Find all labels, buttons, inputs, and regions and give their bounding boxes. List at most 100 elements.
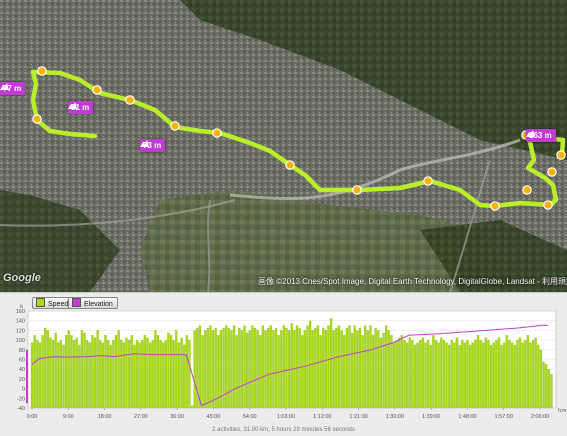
speed-bar [46,330,49,409]
speed-bar [256,330,259,409]
speed-bar [162,342,165,409]
km-marker [490,201,500,211]
x-tick-label: 45:00 [207,414,221,420]
speed-bar [440,337,443,409]
speed-bar [419,339,422,409]
speed-bar [537,344,540,409]
speed-bar [80,330,84,409]
km-marker [522,185,532,195]
chart-panel: Speed Elevation 160 140 120 100 80 60 40 20 0 -20… [0,292,567,436]
speed-bar [266,327,270,409]
speed-bar [461,339,464,409]
speed-bar [426,339,430,409]
mountain-icon [140,140,149,147]
speed-bar [437,342,440,409]
speed-bar [156,335,160,409]
speed-bar [83,332,86,409]
mountain-icon [526,130,535,137]
elevation-tag[interactable]: 81 m [68,101,94,114]
speed-bar [243,325,246,409]
speed-bar [253,327,257,409]
speed-bar [374,327,377,409]
x-tick-label: 54:00 [243,414,257,420]
map-imagery [0,0,567,292]
speed-bar [516,339,519,409]
x-tick-label: 1:21:00 [349,414,367,420]
x-tick-label: 0:00 [27,414,38,420]
speed-bar [93,337,97,409]
speed-bar [235,335,238,409]
speed-bar [190,405,194,409]
speed-bar [120,339,123,409]
elevation-tag-label: 163 m [529,131,552,140]
speed-bar [227,327,230,409]
speed-bar [329,318,333,409]
speed-bar [429,344,432,409]
km-marker [556,150,566,160]
speed-bar [180,337,183,409]
speed-bar [201,335,204,409]
speed-bar [526,335,529,409]
speed-bar [72,339,76,409]
satellite-map[interactable]: 77 m 81 m 73 m 163 m Google 画像 ©2013 Cne… [0,0,567,292]
speed-bar [487,339,490,409]
speed-bar [240,330,244,409]
x-tick-label: 1:57:00 [495,414,513,420]
speed-bar [112,339,115,409]
speed-bar [450,339,453,409]
speed-bar [503,342,506,409]
speed-bar [479,339,482,409]
speed-bar [345,327,348,409]
speed-bar [395,339,398,409]
km-marker [423,176,433,186]
elevation-tag[interactable]: 163 m [526,129,556,142]
speed-bar [508,339,511,409]
elevation-tag-label: 77 m [3,84,22,93]
speed-bar [151,339,154,409]
speed-bar [337,325,341,409]
speed-bar [117,330,120,409]
y-tick-label: -20 [17,396,25,402]
x-tick-label: 1:39:00 [422,414,440,420]
km-marker [125,95,135,105]
speed-toggle[interactable]: Speed [32,297,74,309]
km-marker [547,167,557,177]
speed-bar [109,344,112,409]
elevation-tag[interactable]: 77 m [0,82,26,95]
x-tick-label: 1:12:00 [313,414,331,420]
speed-bar [264,330,267,409]
speed-bar [403,339,406,409]
speed-bar [219,330,223,409]
speed-bar [225,325,228,409]
activity-summary: 2 activities, 31.00 km, 5 hours 29 minut… [212,427,355,433]
speed-bar [30,342,34,409]
map-copyright[interactable]: 画像 ©2013 Cnes/Spot Image, Digital Earth … [258,277,567,286]
speed-bar [505,335,509,409]
speed-bar [306,325,309,409]
speed-bar [62,344,65,409]
speed-bar [382,332,385,409]
speed-bar [348,325,351,409]
speed-bar [67,330,70,409]
speed-bar [272,330,275,409]
speed-bar [57,342,60,409]
speed-bar [366,330,369,409]
speed-bar [245,332,249,409]
km-marker [92,85,102,95]
speed-bar [392,342,396,409]
speed-bar [474,339,477,409]
google-logo[interactable]: Google [3,272,41,284]
speed-bar [154,330,157,409]
elevation-toggle[interactable]: Elevation [68,297,118,309]
speed-bar [316,325,320,409]
speed-bar [261,325,265,409]
y-tick-label: 120 [16,328,25,334]
speed-bar [350,332,354,409]
speed-elevation-chart[interactable]: 160 140 120 100 80 60 40 20 0 -20 -40 k 0:00 9:00 18:0… [0,293,567,436]
speed-bar [169,335,173,409]
elevation-toggle-label: Elevation [84,301,113,308]
y-tick-label: 20 [19,377,25,383]
speed-bar [353,325,356,409]
speed-bar [340,330,343,409]
elevation-tag[interactable]: 73 m [140,139,166,152]
